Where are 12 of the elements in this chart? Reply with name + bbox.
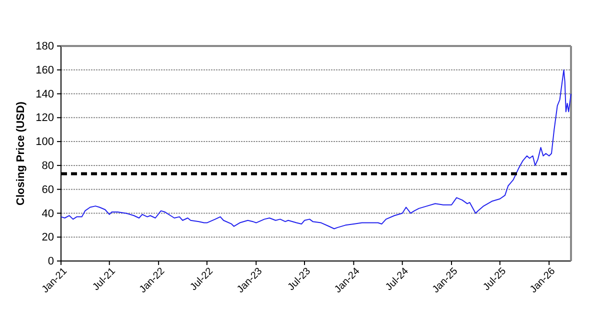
y-tick-label: 180 [36, 40, 54, 53]
y-tick-label: 160 [36, 64, 54, 76]
y-tick-label: 40 [42, 208, 54, 220]
y-tick-label: 60 [42, 184, 54, 196]
y-tick-label: 140 [36, 88, 54, 100]
y-tick-label: 80 [42, 160, 54, 172]
line-series [60, 69, 572, 230]
y-axis-title: Closing Price (USD) [15, 101, 27, 206]
y-tick-label: 20 [42, 232, 54, 244]
y-tick-label: 0 [48, 256, 54, 268]
y-tick-label: 120 [36, 112, 54, 124]
y-tick-label: 100 [36, 136, 54, 148]
